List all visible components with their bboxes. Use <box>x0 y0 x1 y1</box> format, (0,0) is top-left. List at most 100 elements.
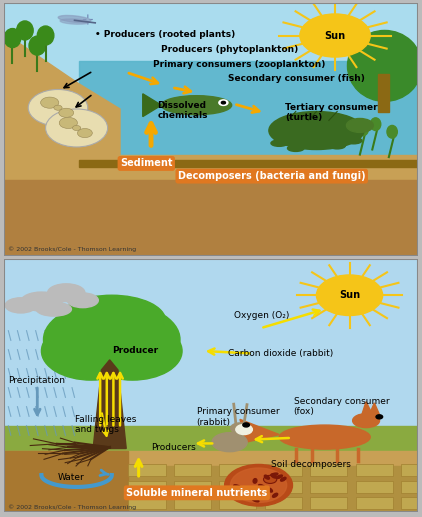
Text: Falling leaves
and twigs: Falling leaves and twigs <box>75 415 136 434</box>
Text: Secondary consumer
(fox): Secondary consumer (fox) <box>294 397 390 416</box>
Ellipse shape <box>253 479 257 483</box>
Text: Precipitation: Precipitation <box>8 375 65 385</box>
Text: Sun: Sun <box>325 31 346 40</box>
Polygon shape <box>362 402 372 414</box>
Circle shape <box>46 109 108 147</box>
Ellipse shape <box>37 26 54 45</box>
Bar <box>356 497 393 509</box>
Ellipse shape <box>358 123 368 135</box>
Text: Carbon dioxide (rabbit): Carbon dioxide (rabbit) <box>227 349 333 358</box>
Text: Oxygen (O₂): Oxygen (O₂) <box>234 311 289 320</box>
Circle shape <box>41 97 59 108</box>
Ellipse shape <box>83 322 182 380</box>
Bar <box>4 258 418 441</box>
Text: ⊹: ⊹ <box>81 13 93 27</box>
Circle shape <box>59 117 77 129</box>
Ellipse shape <box>29 36 46 55</box>
Ellipse shape <box>58 16 91 23</box>
Bar <box>4 425 418 461</box>
Ellipse shape <box>371 118 381 130</box>
Text: Water: Water <box>58 473 85 482</box>
Circle shape <box>73 126 81 130</box>
Bar <box>265 497 302 509</box>
Text: Primary consumer
(rabbit): Primary consumer (rabbit) <box>197 407 279 427</box>
Ellipse shape <box>60 19 89 24</box>
Bar <box>310 464 347 476</box>
Polygon shape <box>369 403 379 414</box>
Ellipse shape <box>329 143 346 149</box>
Circle shape <box>77 129 92 138</box>
Text: Decomposers (bacteria and fungi): Decomposers (bacteria and fungi) <box>178 171 365 181</box>
Bar <box>4 451 128 512</box>
Ellipse shape <box>387 126 397 138</box>
Ellipse shape <box>279 425 370 449</box>
Text: Soluble mineral nutrients: Soluble mineral nutrients <box>126 488 268 498</box>
Ellipse shape <box>43 301 180 377</box>
Polygon shape <box>4 33 120 256</box>
Ellipse shape <box>271 473 278 476</box>
Ellipse shape <box>252 489 259 493</box>
Text: Producers (phytoplankton): Producers (phytoplankton) <box>161 45 299 54</box>
Ellipse shape <box>212 433 247 452</box>
Circle shape <box>230 468 287 503</box>
Text: Tertiary consumer
(turtle): Tertiary consumer (turtle) <box>285 103 378 123</box>
Ellipse shape <box>353 414 379 428</box>
Bar <box>356 464 393 476</box>
Circle shape <box>300 14 370 57</box>
Ellipse shape <box>249 494 253 499</box>
Circle shape <box>243 423 249 427</box>
Polygon shape <box>143 94 161 117</box>
Circle shape <box>316 275 383 315</box>
Circle shape <box>221 101 225 104</box>
Circle shape <box>54 105 62 110</box>
Bar <box>219 497 257 509</box>
Text: Producers: Producers <box>151 443 196 452</box>
Ellipse shape <box>273 493 278 497</box>
Bar <box>128 497 165 509</box>
Ellipse shape <box>21 292 62 311</box>
Ellipse shape <box>41 322 141 380</box>
Ellipse shape <box>161 96 232 115</box>
Text: Sediment: Sediment <box>120 158 173 169</box>
Bar <box>401 497 422 509</box>
Ellipse shape <box>36 302 71 316</box>
Ellipse shape <box>4 28 21 48</box>
Ellipse shape <box>264 475 269 479</box>
Ellipse shape <box>252 498 259 502</box>
Ellipse shape <box>99 313 174 359</box>
Bar <box>4 180 418 256</box>
Text: © 2002 Brooks/Cole - Thomson Learning: © 2002 Brooks/Cole - Thomson Learning <box>8 246 136 252</box>
Ellipse shape <box>271 474 276 478</box>
Bar <box>174 464 211 476</box>
Bar <box>379 73 389 112</box>
Ellipse shape <box>58 295 165 346</box>
Circle shape <box>263 475 277 483</box>
Bar <box>401 481 422 493</box>
Circle shape <box>219 100 228 105</box>
Circle shape <box>28 89 88 126</box>
Text: Producer: Producer <box>112 346 158 356</box>
Circle shape <box>376 415 383 419</box>
Bar <box>356 481 393 493</box>
Ellipse shape <box>259 484 265 488</box>
Text: Secondary consumer (fish): Secondary consumer (fish) <box>227 74 365 83</box>
Ellipse shape <box>239 489 246 491</box>
Bar <box>401 464 422 476</box>
Ellipse shape <box>50 313 124 359</box>
Bar <box>78 61 418 168</box>
Bar <box>128 464 165 476</box>
Text: © 2002 Brooks/Cole - Thomson Learning: © 2002 Brooks/Cole - Thomson Learning <box>8 505 136 510</box>
Ellipse shape <box>276 475 282 478</box>
Ellipse shape <box>281 477 286 481</box>
Ellipse shape <box>16 21 33 40</box>
Bar <box>4 155 418 256</box>
Bar <box>219 481 257 493</box>
Bar <box>174 497 211 509</box>
Ellipse shape <box>347 31 422 101</box>
Ellipse shape <box>287 145 304 151</box>
Bar <box>310 481 347 493</box>
Bar <box>265 464 302 476</box>
Bar <box>120 466 418 512</box>
Circle shape <box>225 464 292 506</box>
Text: Dissolved
chemicals: Dissolved chemicals <box>157 100 208 120</box>
